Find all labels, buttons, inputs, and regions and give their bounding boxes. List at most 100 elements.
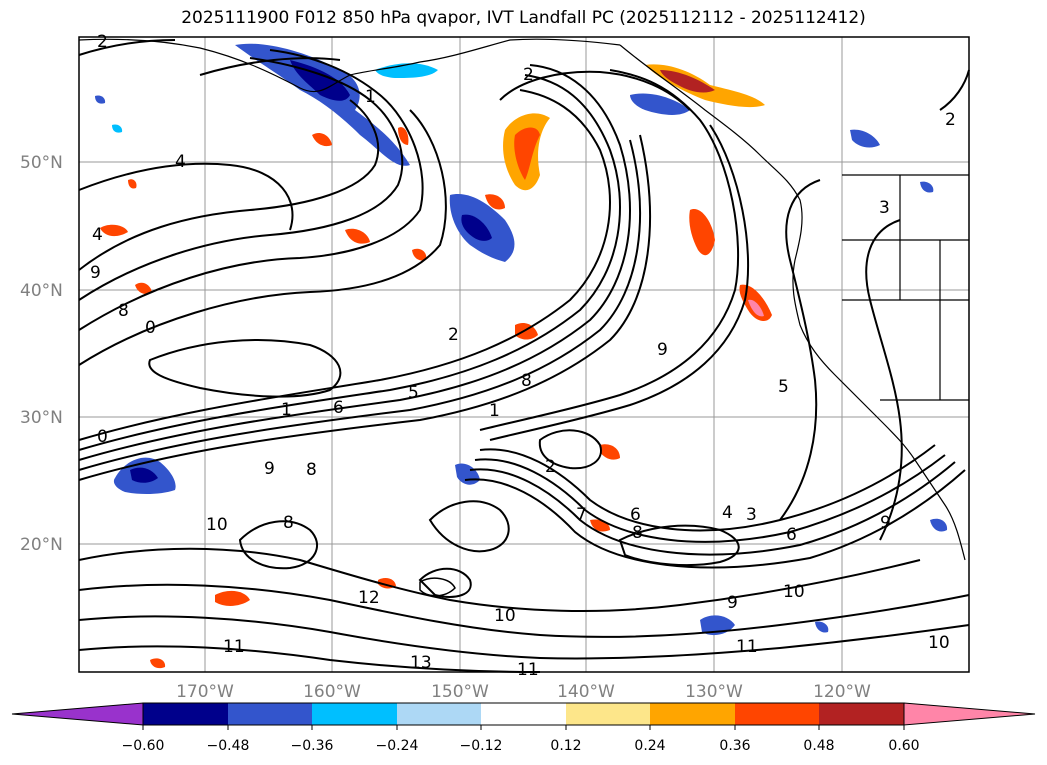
anomaly-patch xyxy=(689,209,715,256)
contour-line xyxy=(78,139,641,471)
contour-label: 9 xyxy=(90,263,101,283)
lon-label: 140°W xyxy=(557,682,615,702)
colorbar-bin xyxy=(735,703,819,725)
anomaly-patch xyxy=(660,70,715,93)
contour-label: 2 xyxy=(523,65,534,85)
contour-label: 3 xyxy=(879,198,890,218)
contour-label: 8 xyxy=(118,301,129,321)
anomaly-patch xyxy=(412,248,427,261)
colorbar: −0.60 −0.48 −0.36 −0.24 −0.12 0.12 0.24 … xyxy=(11,702,1036,754)
contour-label: 2 xyxy=(545,457,556,477)
contour-label: 5 xyxy=(408,383,419,403)
contour-label: 9 xyxy=(657,340,668,360)
contour-label: 0 xyxy=(145,318,156,338)
contour-label: 2 xyxy=(448,325,459,345)
anomaly-patch xyxy=(930,518,948,532)
anomaly-patch xyxy=(345,228,370,244)
contour-line xyxy=(538,429,602,470)
map-frame xyxy=(78,36,970,673)
lon-label: 170°W xyxy=(176,682,234,702)
contour-label: 5 xyxy=(778,377,789,397)
anomaly-patch xyxy=(419,577,456,597)
contour-label: 1 xyxy=(489,401,500,421)
anomaly-patch xyxy=(850,129,880,148)
contour-label: 7 xyxy=(576,505,587,525)
contour-label: 9 xyxy=(264,459,275,479)
ivt-contours xyxy=(78,39,970,673)
contour-label: 11 xyxy=(517,660,539,680)
anomaly-patch xyxy=(630,93,690,115)
contour-line xyxy=(78,547,921,612)
anomaly-patch xyxy=(748,299,764,317)
contour-label: 1 xyxy=(281,400,292,420)
contour-line xyxy=(78,99,380,271)
anomaly-patch xyxy=(235,43,410,166)
anomaly-patch xyxy=(920,181,934,193)
colorbar-bin xyxy=(143,703,228,725)
contour-label: 0 xyxy=(97,427,108,447)
contour-label: 10 xyxy=(206,515,228,535)
contour-label: 11 xyxy=(736,637,758,657)
contour-line xyxy=(78,645,541,673)
anomaly-patch xyxy=(150,658,166,669)
qvapor-shading xyxy=(95,43,948,669)
contour-label: 8 xyxy=(306,460,317,480)
anomaly-patch xyxy=(100,224,128,237)
colorbar-bin xyxy=(566,703,650,725)
contour-line xyxy=(489,124,750,441)
contour-labels: 2 4 1 2 4 9 8 0 2 9 8 1 6 5 0 9 8 10 2 7… xyxy=(90,32,956,680)
colorbar-tick-label: 0.24 xyxy=(634,738,665,754)
contour-label: 2 xyxy=(97,32,108,52)
colorbar-tick-label: −0.48 xyxy=(207,738,250,754)
colorbar-tick-label: −0.12 xyxy=(460,738,503,754)
contour-line xyxy=(78,64,631,461)
contour-label: 9 xyxy=(880,513,891,533)
contour-label: 8 xyxy=(521,371,532,391)
colorbar-tick-label: 0.60 xyxy=(888,738,919,754)
contour-line xyxy=(779,179,821,521)
contour-label: 10 xyxy=(783,582,805,602)
colorbar-bin xyxy=(228,703,312,725)
contour-label: 4 xyxy=(175,152,186,172)
contour-label: 6 xyxy=(630,505,641,525)
coastlines xyxy=(78,38,969,561)
lat-label: 50°N xyxy=(20,153,63,173)
contour-line xyxy=(78,162,294,231)
lon-label: 150°W xyxy=(431,682,489,702)
contour-line xyxy=(474,454,946,543)
anomaly-patch xyxy=(130,467,158,483)
contour-label: 6 xyxy=(333,398,344,418)
colorbar-frame xyxy=(142,702,905,726)
anomaly-patch xyxy=(375,63,438,78)
contour-line xyxy=(78,615,970,660)
contour-line xyxy=(78,39,176,56)
contour-line xyxy=(199,57,341,76)
anomaly-patch xyxy=(135,282,152,294)
latitude-labels: 50°N 40°N 30°N 20°N xyxy=(20,153,63,555)
contour-label: 8 xyxy=(283,513,294,533)
colorbar-tick-label: 0.36 xyxy=(719,738,750,754)
contour-line xyxy=(78,583,970,638)
lon-label: 160°W xyxy=(303,682,361,702)
anomaly-patch xyxy=(128,179,137,189)
contour-line xyxy=(78,134,651,481)
anomaly-patch xyxy=(461,214,492,241)
contour-line xyxy=(78,57,404,301)
anomaly-patch xyxy=(215,590,250,606)
contour-label: 11 xyxy=(223,637,245,657)
contour-line xyxy=(939,69,970,111)
lat-label: 30°N xyxy=(20,408,63,428)
anomaly-patch xyxy=(815,621,829,633)
anomaly-patch xyxy=(514,127,540,180)
contour-line xyxy=(78,109,447,366)
contour-line xyxy=(238,520,319,570)
colorbar-bin xyxy=(481,703,566,725)
contour-line xyxy=(78,49,424,331)
contour-label: 3 xyxy=(746,505,757,525)
colorbar-tick-label: −0.24 xyxy=(376,738,419,754)
contour-line xyxy=(464,469,966,569)
anomaly-patch xyxy=(600,444,620,460)
contour-label: 4 xyxy=(92,225,103,245)
contour-label: 13 xyxy=(410,653,432,673)
